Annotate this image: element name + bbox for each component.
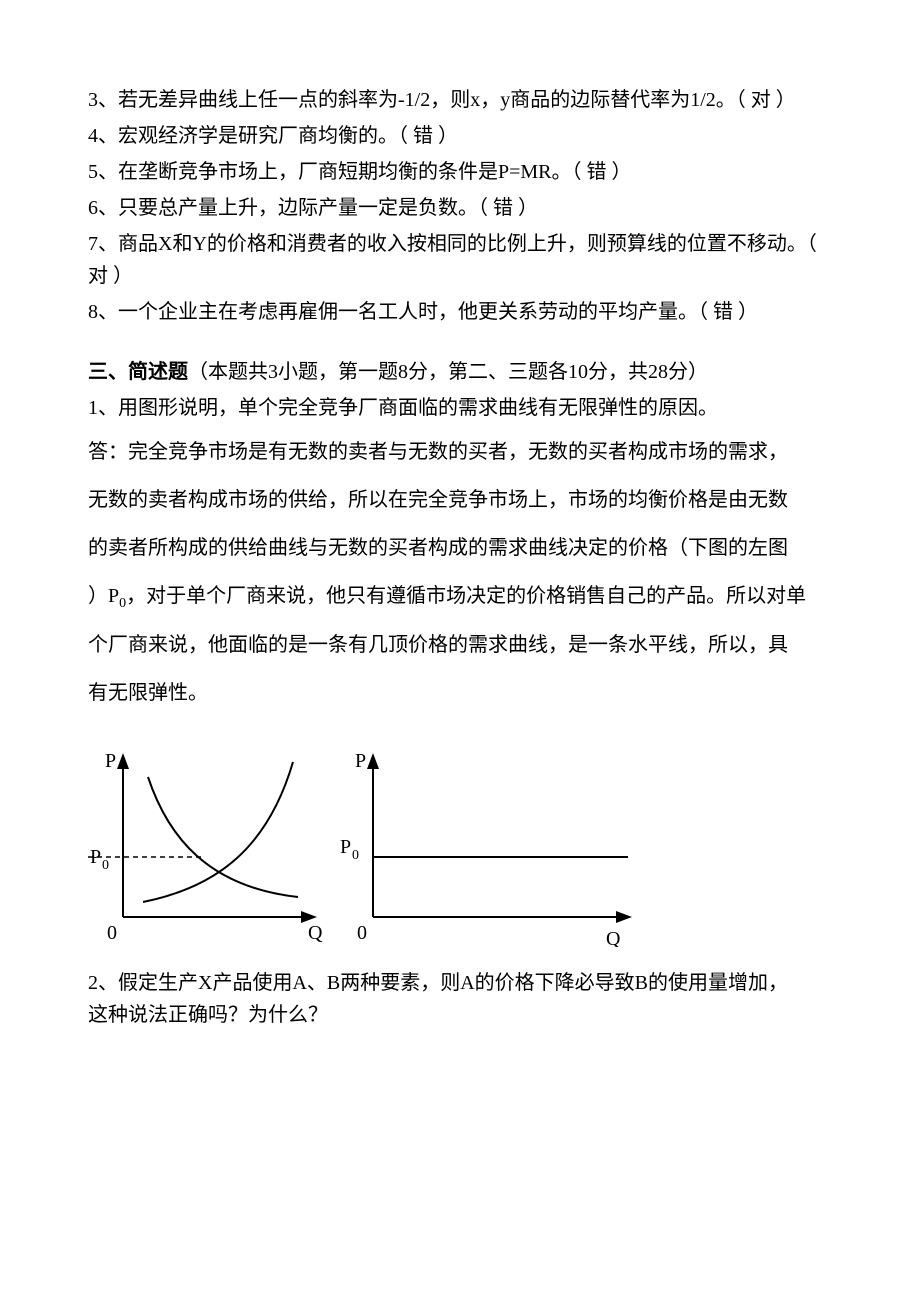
- market-chart: PQ0P0: [88, 747, 338, 947]
- svg-text:P: P: [355, 750, 366, 772]
- firm-chart: PQ0P0: [338, 747, 648, 947]
- svg-text:Q: Q: [308, 922, 323, 944]
- a1-p4: ）P0，对于单个厂商来说，他只有遵循市场决定的价格销售自己的产品。所以对单: [88, 572, 832, 621]
- q2-line2: 这种说法正确吗？为什么？: [88, 999, 832, 1031]
- section3-title-rest: （本题共3小题，第一题8分，第二、三题各10分，共28分）: [188, 361, 708, 383]
- svg-text:0: 0: [107, 922, 117, 944]
- svg-text:0: 0: [352, 848, 359, 863]
- section3-a1: 答：完全竞争市场是有无数的卖者与无数的买者，无数的买者构成市场的需求， 无数的卖…: [88, 428, 832, 717]
- tf-q8: 8、一个企业主在考虑再雇佣一名工人时，他更关系劳动的平均产量。（ 错 ）: [88, 296, 832, 328]
- q2-line1: 2、假定生产X产品使用A、B两种要素，则A的价格下降必导致B的使用量增加，: [88, 967, 832, 999]
- section3-header: 三、简述题（本题共3小题，第一题8分，第二、三题各10分，共28分）: [88, 356, 832, 388]
- a1-p5: 个厂商来说，他面临的是一条有几顶价格的需求曲线，是一条水平线，所以，具: [88, 621, 832, 669]
- svg-text:P: P: [340, 836, 351, 858]
- svg-text:0: 0: [357, 922, 367, 944]
- tf-q4: 4、宏观经济学是研究厂商均衡的。（ 错 ）: [88, 120, 832, 152]
- a1-p6: 有无限弹性。: [88, 669, 832, 717]
- svg-text:P: P: [105, 750, 116, 772]
- a1-p2: 无数的卖者构成市场的供给，所以在完全竞争市场上，市场的均衡价格是由无数: [88, 476, 832, 524]
- a1-p3: 的卖者所构成的供给曲线与无数的买者构成的需求曲线决定的价格（下图的左图: [88, 524, 832, 572]
- tf-q3: 3、若无差异曲线上任一点的斜率为-1/2，则x，y商品的边际替代率为1/2。（ …: [88, 84, 832, 116]
- tf-q7: 7、商品X和Y的价格和消费者的收入按相同的比例上升，则预算线的位置不移动。（ 对…: [88, 228, 832, 292]
- charts-row: PQ0P0 PQ0P0: [88, 747, 832, 947]
- svg-text:P: P: [90, 846, 101, 868]
- section3-title: 三、简述题: [88, 361, 188, 383]
- section3-q2: 2、假定生产X产品使用A、B两种要素，则A的价格下降必导致B的使用量增加， 这种…: [88, 967, 832, 1031]
- svg-text:0: 0: [102, 858, 109, 873]
- svg-text:Q: Q: [606, 928, 621, 947]
- a1-p1: 答：完全竞争市场是有无数的卖者与无数的买者，无数的买者构成市场的需求，: [88, 428, 832, 476]
- section3-q1: 1、用图形说明，单个完全竞争厂商面临的需求曲线有无限弹性的原因。: [88, 392, 832, 424]
- tf-q5: 5、在垄断竞争市场上，厂商短期均衡的条件是P=MR。（ 错 ）: [88, 156, 832, 188]
- tf-q6: 6、只要总产量上升，边际产量一定是负数。（ 错 ）: [88, 192, 832, 224]
